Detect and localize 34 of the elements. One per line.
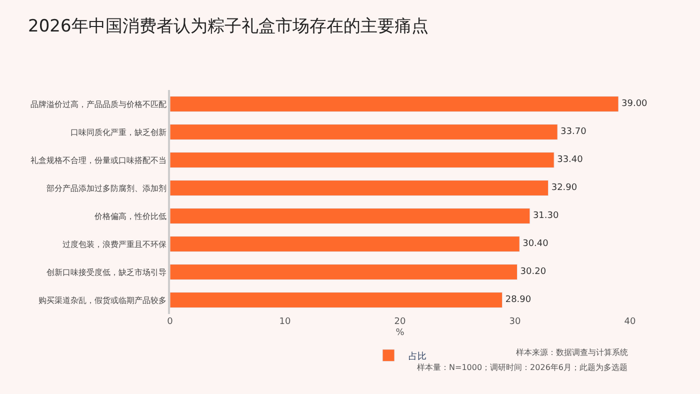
y-tick-label: 部分产品添加过多防腐剂、添加剂 <box>46 184 166 193</box>
x-tick-label: 10 <box>279 317 291 327</box>
y-tick-label: 过度包装，浪费严重且不环保 <box>62 240 166 249</box>
bar <box>170 264 518 280</box>
x-tick-label: 40 <box>624 317 636 327</box>
x-tick-label: 30 <box>509 317 521 327</box>
text: 样本来源：数据调查与计算系统 <box>516 348 628 357</box>
data-label: 30.40 <box>522 239 549 249</box>
bar <box>170 96 619 112</box>
x-axis-title: % <box>396 328 405 338</box>
data-label: 33.40 <box>557 155 584 165</box>
y-tick-label: 购买渠道杂乱，假货或临期产品较多 <box>38 296 166 305</box>
y-tick-label: 口味同质化严重，缺乏创新 <box>70 128 166 137</box>
bar <box>170 124 558 140</box>
data-label: 28.90 <box>505 295 532 305</box>
data-label: 31.30 <box>532 211 559 221</box>
data-label: 39.00 <box>622 99 648 109</box>
bar <box>170 152 554 168</box>
data-label: 33.70 <box>560 127 587 137</box>
data-label: 30.20 <box>520 267 546 277</box>
chart-title: 2026年中国消费者认为粽子礼盒市场存在的主要痛点 <box>28 16 428 37</box>
legend-label: 占比 <box>408 350 426 362</box>
y-tick-label: 礼盒规格不合理，份量或口味搭配不当 <box>30 156 166 165</box>
y-tick-label: 品牌溢价过高，产品品质与价格不匹配 <box>30 100 166 109</box>
bar <box>170 236 520 252</box>
bar <box>170 180 549 196</box>
x-tick-label: 0 <box>167 317 174 327</box>
x-tick-label: 20 <box>394 317 406 327</box>
y-tick-label: 创新口味接受度低，缺乏市场引导 <box>46 268 166 277</box>
bar <box>170 292 503 308</box>
y-tick-label: 价格偏高，性价比低 <box>93 212 166 221</box>
data-label: 32.90 <box>551 183 578 193</box>
text: 样本量：N=1000；调研时间：2026年6月；此题为多选题 <box>417 363 628 372</box>
bar <box>170 208 530 224</box>
